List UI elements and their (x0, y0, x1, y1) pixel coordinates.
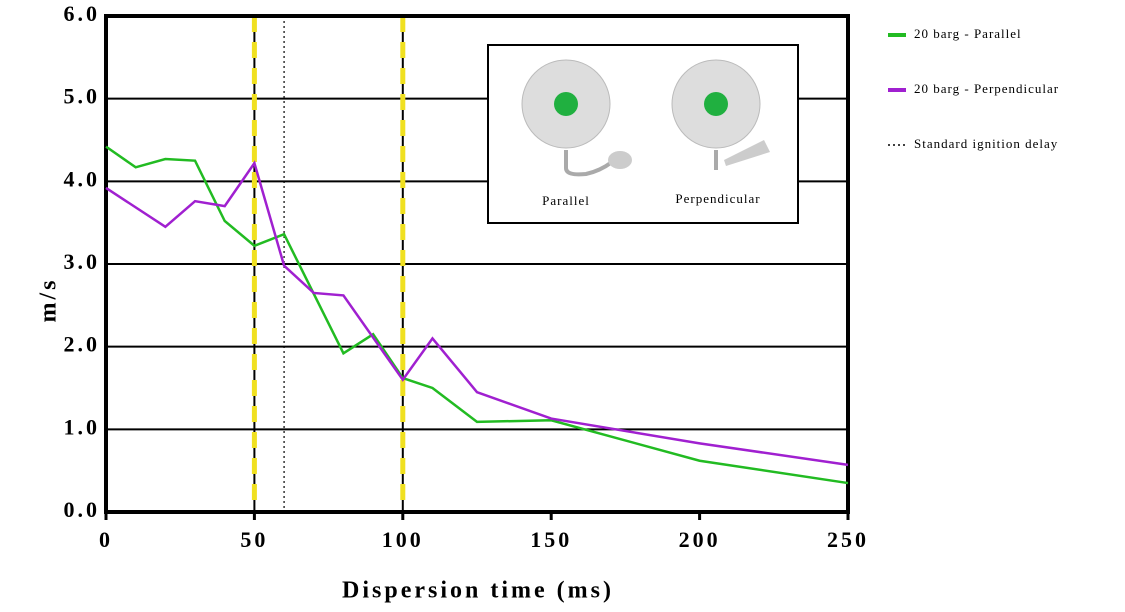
legend-label: 20 barg - Parallel (914, 26, 1022, 41)
nozzle (554, 92, 578, 116)
plot (104, 14, 850, 520)
inset: Parallel Perpendicular (487, 44, 799, 224)
x-tick-label: 250 (827, 527, 869, 552)
bulb (608, 151, 632, 169)
legend-label: 20 barg - Perpendicular (914, 81, 1059, 96)
plot-frame (104, 14, 850, 514)
y-axis-label: m/s (36, 278, 62, 323)
x-tick-label: 50 (240, 527, 268, 552)
x-tick-label: 100 (382, 527, 424, 552)
y-tick-label: 2.0 (64, 332, 101, 357)
x-tick-label: 0 (99, 527, 113, 552)
x-axis-label: Dispersion time (ms) (342, 578, 614, 604)
y-tick-label: 6.0 (64, 1, 101, 26)
x-tick-label: 150 (530, 527, 572, 552)
inset-label: Perpendicular (675, 191, 760, 206)
y-tick-label: 3.0 (64, 249, 101, 274)
series-line (105, 160, 849, 467)
y-tick-label: 4.0 (64, 166, 101, 191)
inset-label: Parallel (542, 193, 590, 208)
x-tick-label: 200 (679, 527, 721, 552)
y-tick-label: 0.0 (64, 497, 101, 522)
legend-label: Standard ignition delay (914, 136, 1058, 151)
nozzle-cone (724, 140, 770, 166)
series-line (105, 145, 849, 485)
y-tick-label: 1.0 (64, 414, 101, 439)
pipe (564, 150, 614, 177)
nozzle (704, 92, 728, 116)
y-tick-label: 5.0 (64, 84, 101, 109)
